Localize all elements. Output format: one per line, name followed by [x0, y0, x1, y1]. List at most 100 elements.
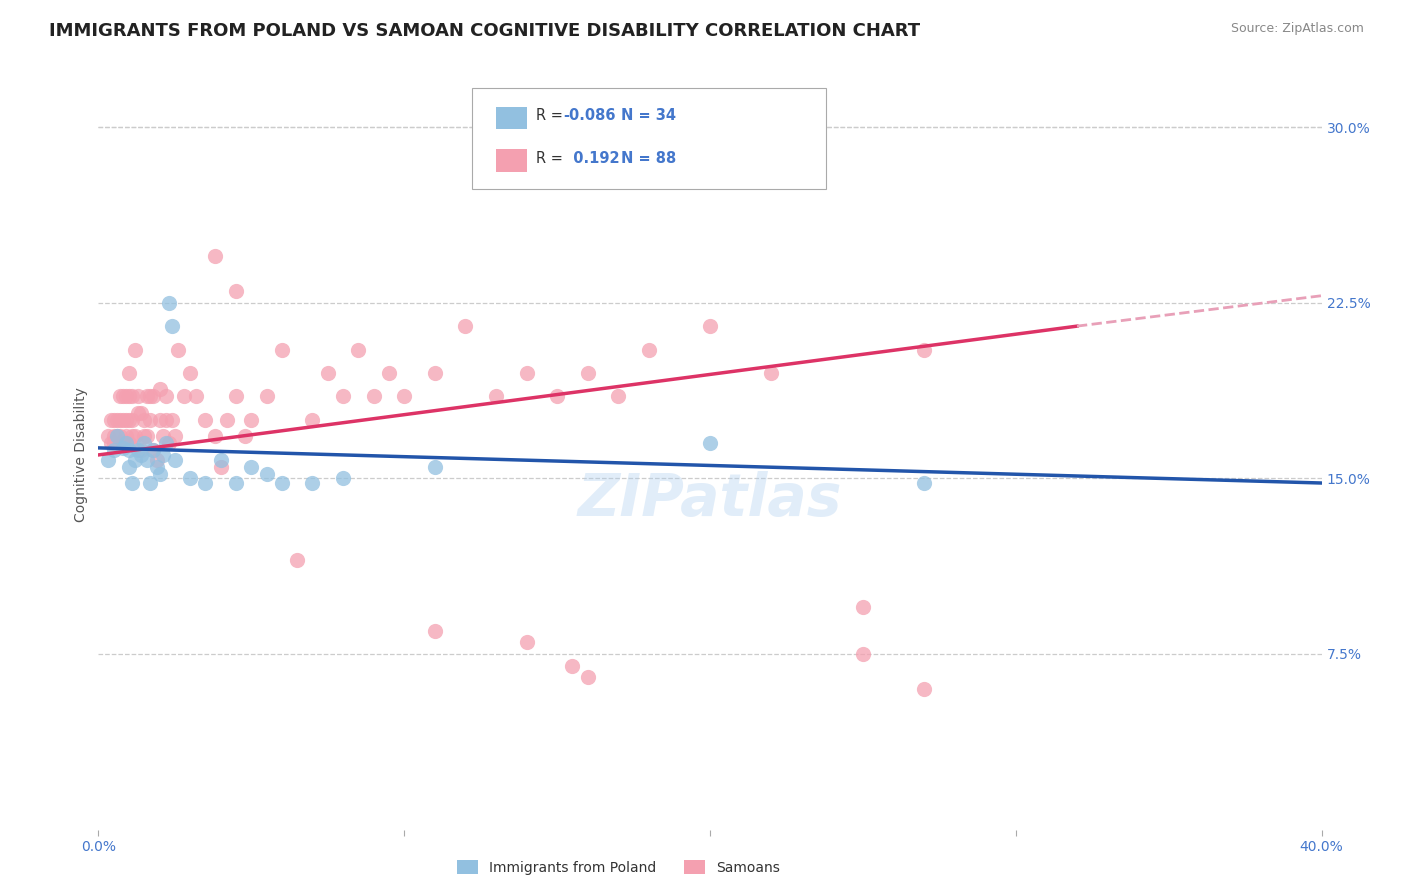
Point	[912, 476, 935, 491]
Point	[134, 413, 156, 427]
Point	[423, 366, 446, 380]
Text: IMMIGRANTS FROM POLAND VS SAMOAN COGNITIVE DISABILITY CORRELATION CHART: IMMIGRANTS FROM POLAND VS SAMOAN COGNITI…	[49, 22, 921, 40]
Point	[576, 670, 599, 684]
Text: 0.192: 0.192	[564, 151, 620, 166]
Point	[301, 413, 323, 427]
Point	[134, 436, 156, 450]
FancyBboxPatch shape	[471, 87, 827, 189]
Point	[105, 413, 128, 427]
Point	[194, 476, 217, 491]
Point	[392, 389, 416, 403]
Point	[118, 366, 141, 380]
Point	[163, 452, 186, 467]
Point	[118, 443, 141, 458]
Point	[136, 429, 159, 443]
Text: Source: ZipAtlas.com: Source: ZipAtlas.com	[1230, 22, 1364, 36]
Point	[179, 471, 201, 485]
Point	[121, 389, 143, 403]
Point	[118, 389, 141, 403]
Point	[270, 343, 292, 357]
Point	[240, 459, 263, 474]
Point	[204, 429, 226, 443]
Point	[134, 429, 156, 443]
Point	[157, 436, 180, 450]
Point	[108, 413, 131, 427]
Point	[637, 343, 661, 357]
Point	[912, 343, 935, 357]
Text: R =: R =	[536, 151, 568, 166]
Point	[423, 459, 446, 474]
Point	[155, 413, 177, 427]
Point	[142, 443, 165, 458]
Point	[121, 413, 143, 427]
Point	[167, 343, 190, 357]
Point	[699, 319, 721, 334]
Point	[576, 366, 599, 380]
Point	[136, 389, 159, 403]
Point	[127, 443, 149, 458]
Point	[155, 389, 177, 403]
Point	[516, 366, 538, 380]
Point	[145, 459, 167, 474]
Point	[124, 452, 146, 467]
Point	[118, 459, 141, 474]
Point	[136, 452, 159, 467]
Text: ZIPatlas: ZIPatlas	[578, 471, 842, 528]
Point	[118, 436, 141, 450]
Text: N = 34: N = 34	[620, 108, 676, 123]
Point	[363, 389, 385, 403]
Point	[163, 429, 186, 443]
Point	[111, 389, 134, 403]
Point	[155, 436, 177, 450]
Point	[225, 476, 247, 491]
Point	[115, 429, 138, 443]
Point	[852, 600, 875, 615]
Point	[105, 429, 128, 443]
Point	[103, 443, 125, 458]
Point	[100, 413, 122, 427]
Point	[149, 382, 172, 396]
Point	[152, 429, 174, 443]
Point	[204, 249, 226, 263]
Point	[270, 476, 292, 491]
Point	[179, 366, 201, 380]
Point	[485, 389, 508, 403]
Point	[118, 413, 141, 427]
Point	[316, 366, 339, 380]
Text: N = 88: N = 88	[620, 151, 676, 166]
Point	[97, 429, 120, 443]
Point	[215, 413, 238, 427]
Point	[912, 682, 935, 697]
Point	[225, 389, 247, 403]
Text: -0.086: -0.086	[564, 108, 616, 123]
Point	[378, 366, 401, 380]
Point	[108, 429, 131, 443]
Point	[139, 413, 162, 427]
Point	[121, 476, 143, 491]
Point	[186, 389, 208, 403]
Point	[233, 429, 256, 443]
Point	[103, 429, 125, 443]
Point	[100, 436, 122, 450]
Point	[546, 389, 568, 403]
Point	[332, 471, 354, 485]
Point	[115, 413, 138, 427]
Point	[115, 389, 138, 403]
Point	[516, 635, 538, 649]
Point	[115, 436, 138, 450]
Point	[454, 319, 477, 334]
Point	[301, 476, 323, 491]
Point	[561, 658, 583, 673]
Point	[124, 343, 146, 357]
Point	[142, 443, 165, 458]
Point	[209, 459, 232, 474]
Point	[699, 436, 721, 450]
Point	[129, 406, 152, 420]
Point	[139, 476, 162, 491]
Point	[127, 406, 149, 420]
Y-axis label: Cognitive Disability: Cognitive Disability	[75, 387, 89, 523]
FancyBboxPatch shape	[496, 106, 527, 129]
Point	[256, 467, 278, 481]
Point	[127, 389, 149, 403]
Point	[124, 429, 146, 443]
